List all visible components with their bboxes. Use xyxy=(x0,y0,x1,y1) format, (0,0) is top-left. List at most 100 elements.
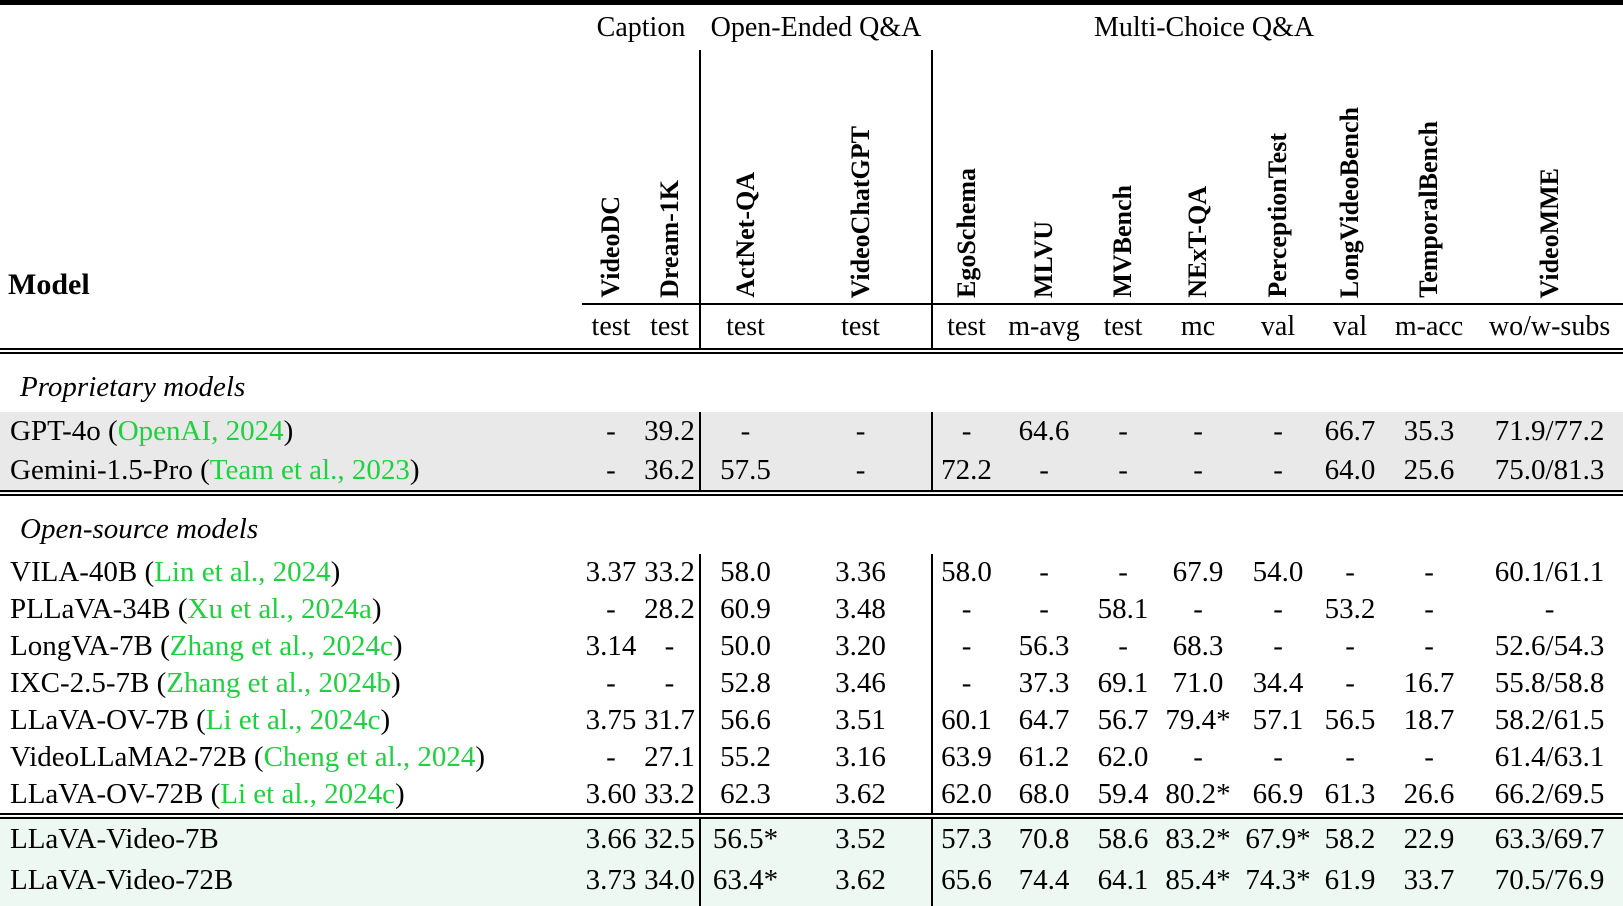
table-row: LLaVA-OV-7B (Li et al., 2024c) 3.75 31.7 56… xyxy=(0,702,1623,739)
score-cell-perceptiontest: 74.3* xyxy=(1238,860,1319,901)
model-name: GPT-4o xyxy=(10,415,101,447)
score-cell-videodc: - xyxy=(606,667,616,699)
score-cell-actnet-qa: 63.4* xyxy=(699,860,791,901)
model-cell: LongVA-7B (Zhang et al., 2024c) xyxy=(10,630,403,662)
citation-link[interactable]: OpenAI, 2024 xyxy=(117,415,284,447)
col-header-videomme: VideoMME xyxy=(1534,167,1564,298)
score-cell-temporalbench: - xyxy=(1424,741,1434,773)
col-header-cell: MVBench xyxy=(1088,50,1159,305)
col-header-next-qa: NExT-QA xyxy=(1183,186,1213,298)
score-cell-perceptiontest: 67.9* xyxy=(1238,816,1319,860)
citation-link[interactable]: Li et al., 2024c xyxy=(205,704,381,736)
col-header-cell: MLVU xyxy=(1000,50,1089,305)
score-cell-videodc: 3.66 xyxy=(582,816,640,860)
col-header-mvbench: MVBench xyxy=(1108,185,1138,298)
score-cell-dream-1k: - xyxy=(664,630,675,662)
score-cell-videomme: 71.9/77.2 xyxy=(1476,412,1623,451)
split-mlvu: m-avg xyxy=(1000,304,1089,354)
split-longvideobench: val xyxy=(1318,304,1383,354)
citation-link[interactable]: Xu et al., 2024a xyxy=(187,593,372,625)
col-header-videochatgpt: VideoChatGPT xyxy=(845,125,875,298)
score-cell-longvideobench: - xyxy=(1345,741,1355,773)
score-cell-perceptiontest: - xyxy=(1238,412,1319,451)
score-cell-temporalbench: 33.7 xyxy=(1382,860,1477,901)
score-cell-dream-1k: 32.5 xyxy=(640,816,701,860)
score-cell-mvbench: 62.0 xyxy=(1097,741,1149,773)
citation-link[interactable]: Team et al., 2023 xyxy=(209,454,410,486)
split-dream-1k: test xyxy=(640,304,701,354)
score-cell-next-qa: 85.4* xyxy=(1158,860,1239,901)
model-name: VILA-40B xyxy=(10,556,138,588)
model-name: IXC-2.5-7B xyxy=(10,667,150,699)
score-cell-dream-1k: 39.2 xyxy=(640,412,701,451)
score-cell-mvbench: 58.6 xyxy=(1088,816,1159,860)
padding-cell xyxy=(582,901,640,906)
group-header-spacer xyxy=(1476,5,1623,50)
col-header-mlvu: MLVU xyxy=(1029,220,1059,298)
split-egoschema: test xyxy=(931,304,1001,354)
score-cell-temporalbench: 26.6 xyxy=(1382,776,1477,819)
model-cell: IXC-2.5-7B (Zhang et al., 2024b) xyxy=(10,667,401,699)
model-name: LLaVA-OV-7B xyxy=(10,704,189,736)
citation-link[interactable]: Zhang et al., 2024c xyxy=(169,630,393,662)
model-name: Gemini-1.5-Pro xyxy=(10,454,193,486)
citation-link[interactable]: Zhang et al., 2024b xyxy=(166,667,391,699)
score-cell-videodc: 3.60 xyxy=(582,776,640,819)
score-cell-next-qa: - xyxy=(1158,451,1239,496)
split-temporalbench: m-acc xyxy=(1382,304,1477,354)
score-cell-mvbench: - xyxy=(1088,451,1159,496)
score-cell-temporalbench: 22.9 xyxy=(1382,816,1477,860)
score-cell-perceptiontest: - xyxy=(1273,741,1283,773)
score-cell-videodc: 3.37 xyxy=(585,556,637,588)
col-header-cell: Dream-1K xyxy=(640,50,701,305)
highlight-padding-row xyxy=(0,901,1623,906)
score-cell-mvbench: 56.7 xyxy=(1097,704,1149,736)
corner-cell xyxy=(0,5,582,50)
score-cell-dream-1k: 36.2 xyxy=(640,451,701,496)
model-name: PLLaVA-34B xyxy=(10,593,171,625)
score-cell-videomme: 75.0/81.3 xyxy=(1476,451,1623,496)
model-name: LLaVA-Video-72B xyxy=(10,864,234,896)
score-cell-perceptiontest: 54.0 xyxy=(1252,556,1304,588)
score-cell-perceptiontest: 34.4 xyxy=(1252,667,1304,699)
score-cell-longvideobench: 53.2 xyxy=(1324,593,1376,625)
score-cell-mlvu: 64.6 xyxy=(1000,412,1089,451)
split-actnet-qa: test xyxy=(699,304,791,354)
score-cell-actnet-qa: 62.3 xyxy=(699,776,791,819)
score-cell-egoschema: 72.2 xyxy=(931,451,1001,496)
group-header-caption: Caption xyxy=(596,11,686,43)
citation-link[interactable]: Lin et al., 2024 xyxy=(154,556,331,588)
citation-link[interactable]: Li et al., 2024c xyxy=(220,778,396,810)
score-cell-egoschema: 62.0 xyxy=(931,776,1001,819)
score-cell-dream-1k: 27.1 xyxy=(644,741,695,773)
score-cell-egoschema: 60.1 xyxy=(931,702,1001,739)
score-cell-dream-1k: 28.2 xyxy=(644,593,695,625)
col-header-cell: LongVideoBench xyxy=(1318,50,1383,305)
score-cell-next-qa: - xyxy=(1193,741,1203,773)
citation-link[interactable]: Cheng et al., 2024 xyxy=(263,741,476,773)
score-cell-videochatgpt: 3.62 xyxy=(790,776,933,819)
split-empty-cell xyxy=(0,304,582,354)
score-cell-egoschema: - xyxy=(931,665,1001,702)
padding-cell xyxy=(640,901,701,906)
col-header-cell: VideoChatGPT xyxy=(790,50,933,305)
score-cell-videodc: 3.75 xyxy=(585,704,637,736)
column-header-row: Model VideoDC Dream-1K ActNet-QA VideoCh… xyxy=(0,50,1623,305)
score-cell-actnet-qa: 57.5 xyxy=(699,451,791,496)
table-row: PLLaVA-34B (Xu et al., 2024a) -28.2 60.9 3.… xyxy=(0,591,1623,628)
score-cell-videomme: 66.2/69.5 xyxy=(1476,776,1623,819)
col-header-cell: ActNet-QA xyxy=(699,50,791,305)
split-next-qa: mc xyxy=(1158,304,1239,354)
score-cell-perceptiontest: 66.9 xyxy=(1238,776,1319,819)
table-row: LLaVA-OV-72B (Li et al., 2024c) 3.60 33.2 6… xyxy=(0,776,1623,819)
score-cell-mvbench: 59.4 xyxy=(1088,776,1159,819)
benchmark-table: Caption Open-Ended Q&A Multi-Choice Q&A … xyxy=(0,5,1623,906)
score-cell-mlvu: - xyxy=(1039,556,1049,588)
score-cell-videomme: 60.1/61.1 xyxy=(1494,556,1605,588)
score-cell-videomme: 70.5/76.9 xyxy=(1476,860,1623,901)
model-name: LLaVA-Video-7B xyxy=(10,823,219,855)
model-cell: LLaVA-Video-7B xyxy=(0,816,582,860)
table-top-rule xyxy=(0,0,1623,5)
col-header-temporalbench: TemporalBench xyxy=(1414,121,1444,298)
